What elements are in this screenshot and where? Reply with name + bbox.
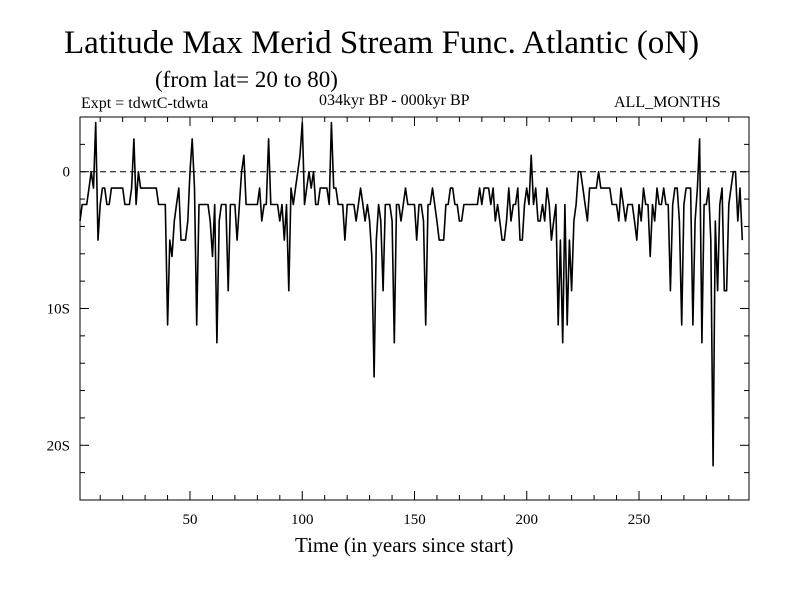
period-label: 034kyr BP - 000kyr BP (319, 92, 470, 109)
y-tick-label: 20S (47, 438, 70, 454)
y-tick-label: 0 (63, 165, 71, 181)
chart-subtitle: (from lat= 20 to 80) (155, 67, 338, 92)
x-tick-label: 150 (403, 512, 426, 528)
months-label: ALL_MONTHS (614, 94, 721, 111)
x-tick-label: 250 (628, 512, 651, 528)
y-tick-label: 10S (47, 302, 70, 318)
x-tick-label: 200 (515, 512, 538, 528)
x-tick-label: 50 (183, 512, 198, 528)
x-axis-label: Time (in years since start) (295, 533, 514, 557)
series-line-latitude (79, 121, 744, 467)
chart-title: Latitude Max Merid Stream Func. Atlantic… (64, 25, 700, 61)
x-tick-label: 100 (291, 512, 314, 528)
experiment-label: Expt = tdwtC-tdwta (81, 95, 209, 112)
plot-frame (79, 116, 750, 501)
